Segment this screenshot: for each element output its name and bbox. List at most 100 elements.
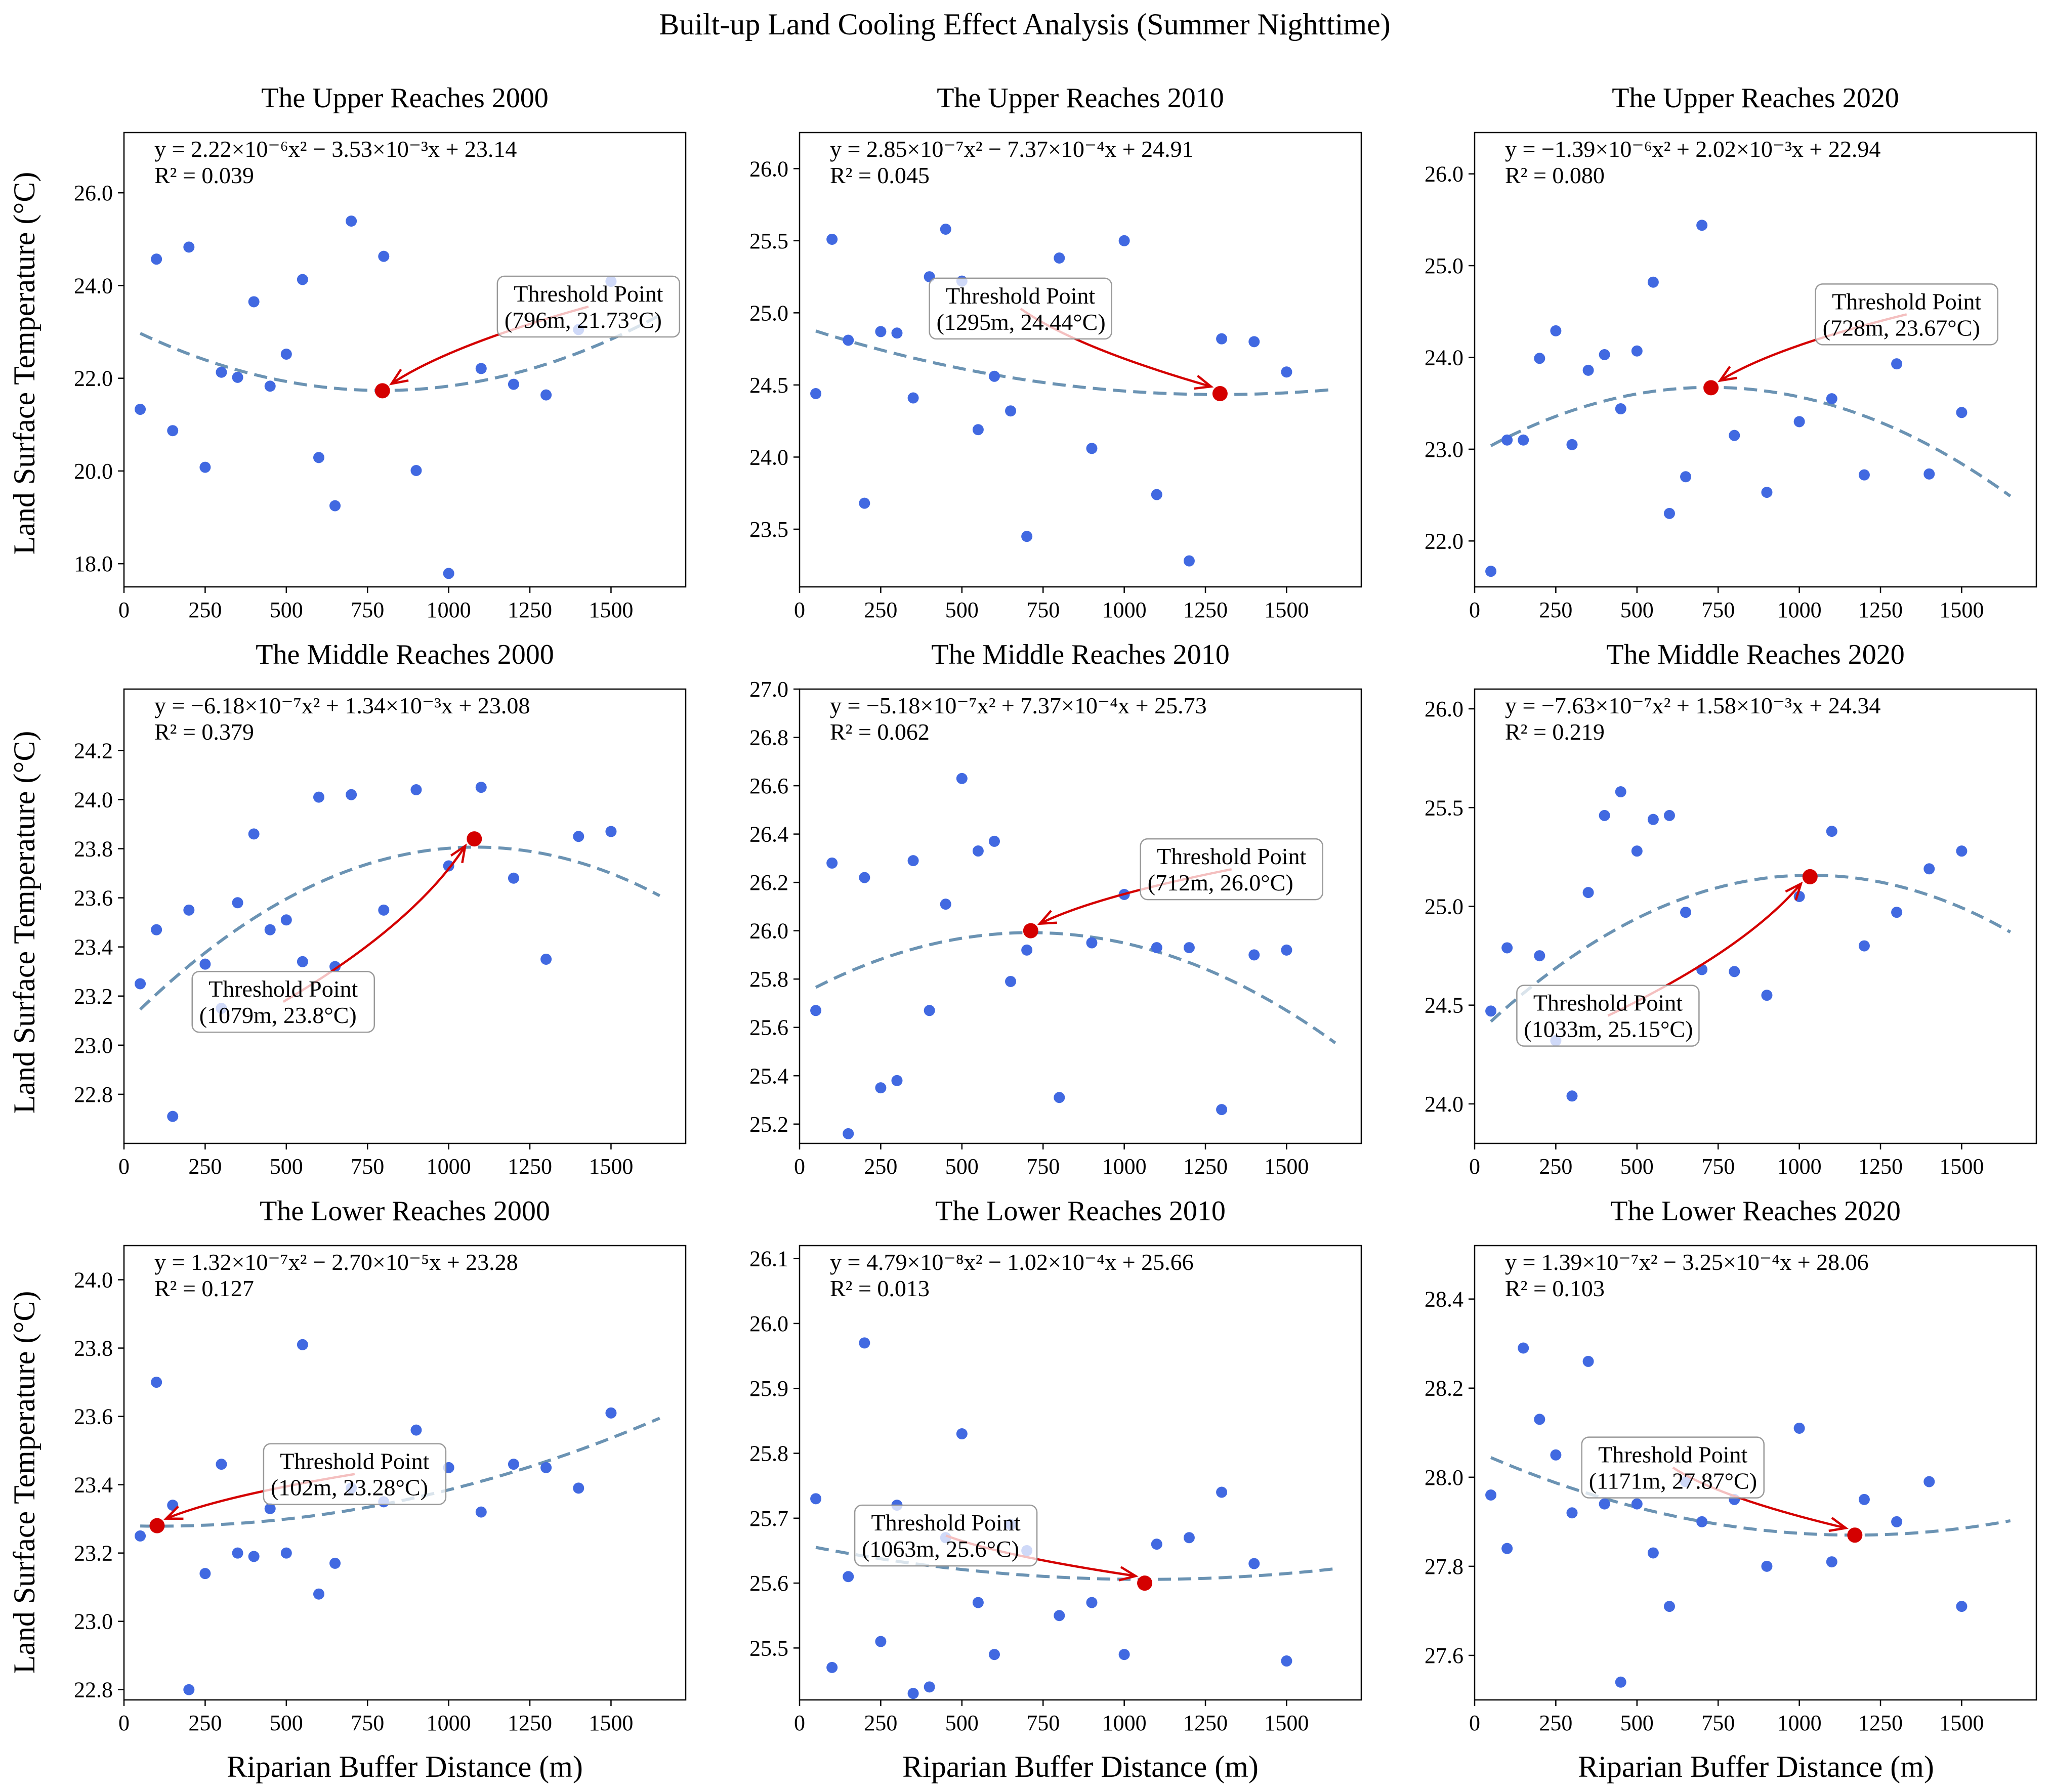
scatter-point [1216,1104,1228,1116]
scatter-point [1021,531,1033,542]
scatter-point [297,956,308,967]
scatter-point [151,253,162,265]
scatter-point [1761,1560,1773,1572]
scatter-point [1891,358,1903,370]
scatter-point [1183,555,1195,567]
scatter-point [1858,469,1870,481]
x-tick-label: 750 [1026,1154,1060,1179]
scatter-point [1826,826,1837,837]
x-tick-label: 1500 [1939,1154,1984,1179]
r-squared: R² = 0.103 [1505,1275,1605,1301]
fit-equation: y = −6.18×10⁻⁷x² + 1.34×10⁻³x + 23.08 [154,693,530,718]
scatter-point [1793,416,1805,428]
x-tick-label: 500 [945,1711,979,1735]
panel-4: The Middle Reaches 2000 Threshold Point(1… [74,639,687,1179]
scatter-point [1086,443,1098,454]
y-tick-label: 25.5 [1425,795,1463,820]
y-tick-label: 27.8 [1425,1554,1463,1579]
scatter-point [1793,1422,1805,1434]
scatter-point [1761,487,1773,498]
x-tick-label: 1000 [1102,598,1147,622]
panel-title: The Lower Reaches 2010 [935,1196,1226,1227]
x-tick-label: 1250 [508,598,552,622]
scatter-point [183,1684,195,1695]
scatter-point [1615,403,1626,415]
scatter-point [1615,786,1626,798]
y-tick-label: 22.8 [74,1678,113,1702]
scatter-point [1956,1601,1968,1612]
scatter-point [1281,1655,1292,1667]
scatter-point [810,388,822,399]
x-tick-label: 500 [945,598,979,622]
scatter-point [1054,1610,1065,1622]
y-tick-label: 26.4 [749,822,788,847]
scatter-point [167,1111,179,1122]
fit-curve [815,329,1335,396]
threshold-label-value: (728m, 23.67°C) [1823,315,1980,340]
fit-curve [815,931,1336,1044]
y-axis-label-row-1: Land Surface Temperature (°C) [8,172,41,555]
threshold-point [1847,1527,1863,1543]
threshold-label-value: (1079m, 23.8°C) [199,1002,357,1028]
y-tick-label: 24.0 [74,1268,113,1293]
scatter-point [1631,345,1643,357]
threshold-label-title: Threshold Point [514,281,663,307]
x-tick-label: 1000 [1777,598,1822,622]
scatter-point [1485,1489,1497,1501]
y-tick-label: 23.0 [1425,437,1463,462]
scatter-point [378,904,390,916]
threshold-arrowhead [1785,881,1803,901]
scatter-point [1891,907,1903,918]
x-tick-label: 750 [1701,1154,1735,1179]
fit-equation: y = 2.85×10⁻⁷x² − 7.37×10⁻⁴x + 24.91 [830,136,1194,162]
x-tick-label: 1000 [1777,1154,1822,1179]
scatter-point [1566,439,1578,450]
scatter-point [972,424,984,436]
threshold-label-title: Threshold Point [946,283,1095,309]
scatter-point [1729,966,1740,977]
fit-curve [139,845,661,1011]
y-tick-label: 23.2 [74,984,113,1009]
threshold-point [149,1518,165,1533]
scatter-point [1582,1355,1594,1367]
threshold-point [1023,923,1038,938]
scatter-point [1501,434,1513,446]
scatter-point [232,1547,243,1559]
scatter-point [826,233,838,245]
y-tick-label: 26.0 [749,156,788,181]
scatter-point [216,366,227,378]
panel-title: The Lower Reaches 2020 [1610,1196,1901,1227]
scatter-point [443,568,454,579]
x-tick-label: 1500 [1264,1154,1309,1179]
y-tick-label: 22.8 [74,1082,113,1107]
x-tick-label: 1250 [1858,1711,1903,1735]
x-tick-label: 500 [270,1154,303,1179]
scatter-point [1956,845,1968,857]
threshold-label-box [929,277,1112,340]
x-tick-label: 1000 [427,598,471,622]
fit-curve [1490,1456,2011,1537]
threshold-label-box [1815,283,1998,346]
y-tick-label: 24.5 [1425,993,1463,1018]
y-tick-label: 24.0 [74,787,113,812]
scatter-point [988,835,1000,847]
fit-equation: y = 1.32×10⁻⁷x² − 2.70×10⁻⁵x + 23.28 [154,1249,518,1275]
r-squared: R² = 0.080 [1505,162,1605,188]
scatter-point [1891,1516,1903,1527]
y-tick-label: 25.5 [749,1636,788,1660]
scatter-point [826,1661,838,1673]
scatter-point [1923,468,1935,480]
scatter-point [940,899,951,910]
scatter-point [1696,1516,1708,1527]
y-tick-label: 23.8 [74,1336,113,1361]
x-tick-label: 1250 [1183,1154,1228,1179]
x-tick-label: 250 [864,1154,897,1179]
x-tick-label: 750 [351,1711,384,1735]
scatter-point [264,380,276,392]
scatter-point [940,224,951,235]
scatter-point [1281,366,1292,378]
y-tick-label: 25.9 [749,1376,788,1401]
scatter-point [135,978,146,990]
